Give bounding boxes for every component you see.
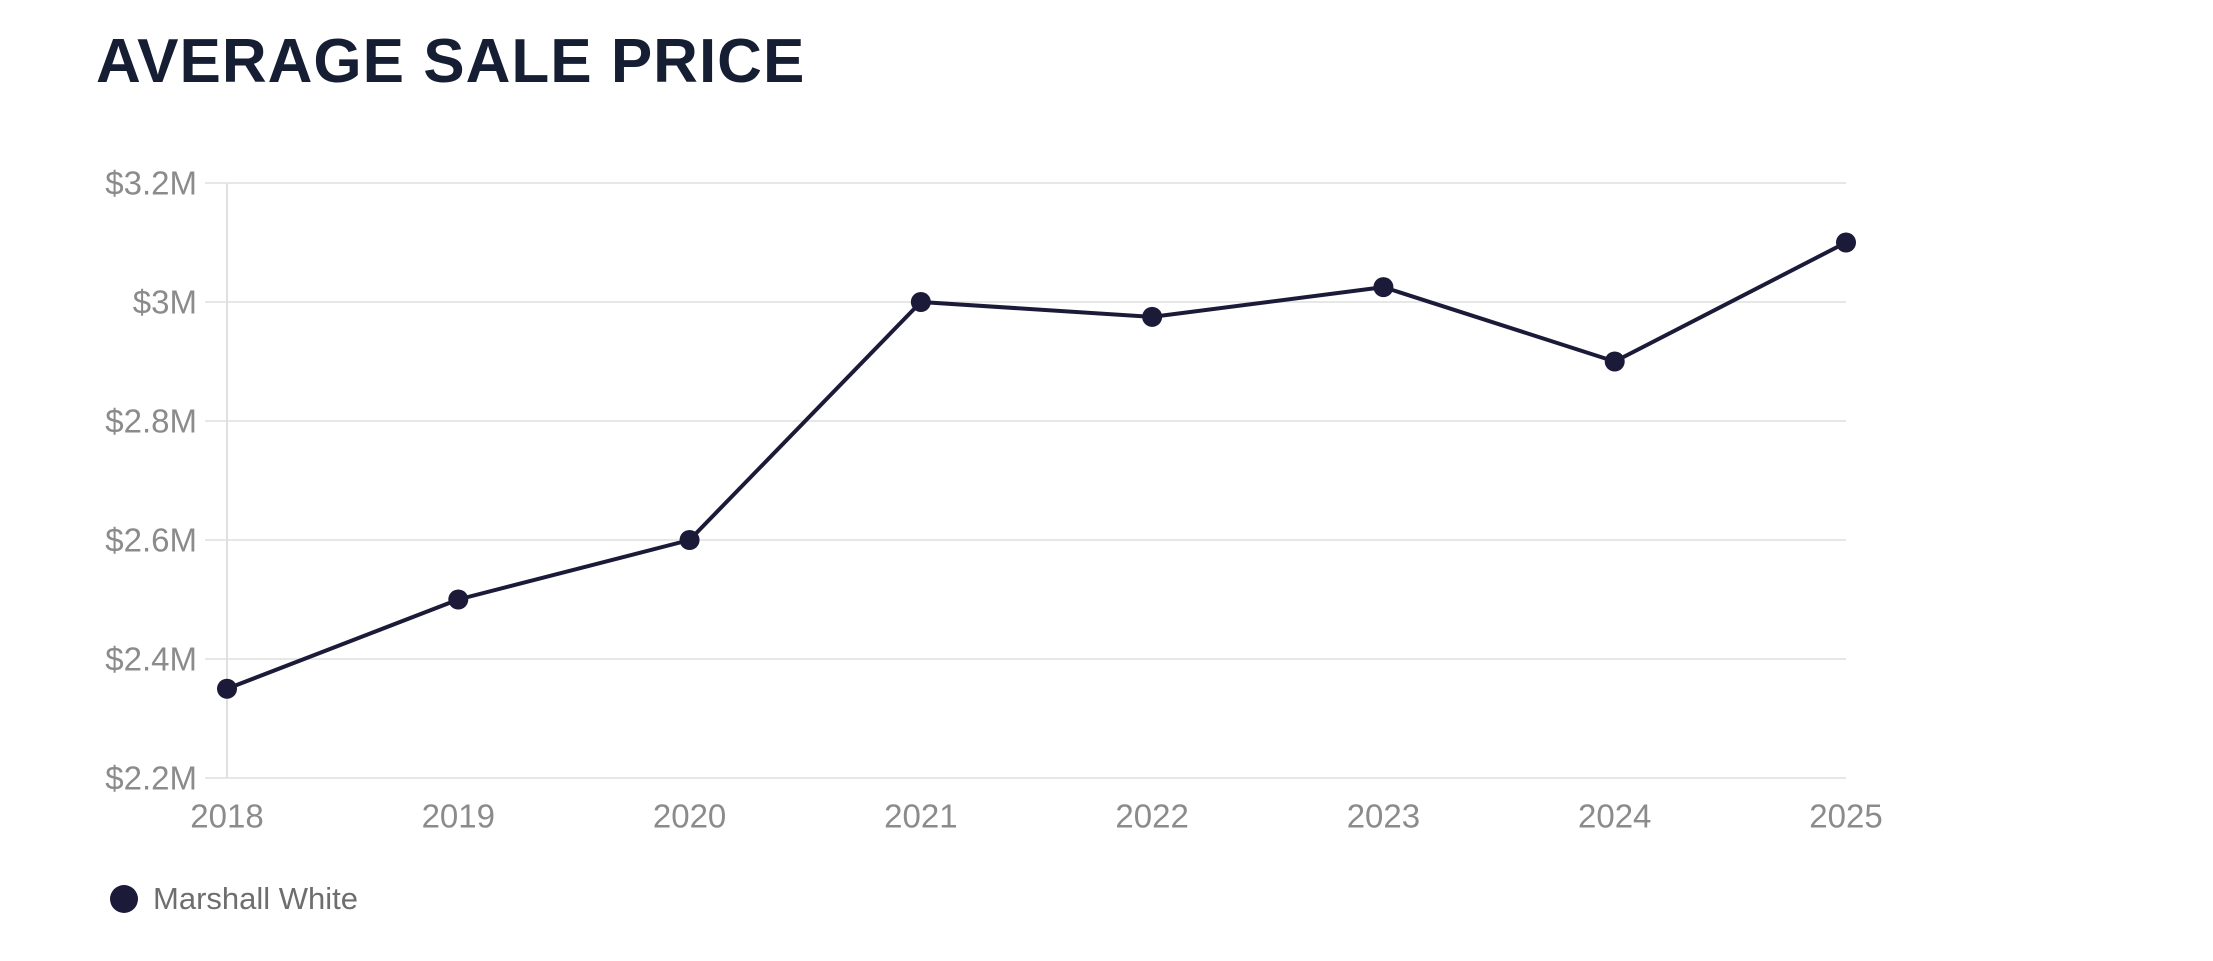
chart-title: AVERAGE SALE PRICE (96, 27, 806, 96)
legend-label: Marshall White (153, 881, 358, 916)
x-axis-labels-group: 2018 2019 2020 2021 2022 2023 2024 2025 (190, 798, 1882, 835)
y-tick-label: $2.2M (105, 760, 197, 797)
x-tick-label: 2019 (422, 798, 495, 835)
data-point (217, 678, 237, 699)
x-tick-label: 2018 (190, 798, 263, 835)
x-tick-label: 2022 (1115, 798, 1188, 835)
chart-legend: Marshall White (110, 883, 358, 914)
x-tick-label: 2025 (1809, 798, 1882, 835)
trend-line (225, 240, 1848, 691)
legend-marker-icon (110, 884, 138, 913)
x-tick-label: 2021 (884, 798, 957, 835)
y-tick-label: $3M (133, 284, 197, 321)
x-tick-label: 2023 (1347, 798, 1420, 835)
data-point (1373, 277, 1394, 298)
data-point (679, 530, 700, 550)
data-point (1836, 232, 1856, 253)
x-tick-label: 2020 (653, 798, 726, 835)
data-point (448, 589, 469, 610)
y-tick-label: $2.6M (105, 522, 197, 559)
gridlines-group (205, 182, 1846, 779)
y-axis-labels-group: $2.2M $2.4M $2.6M $2.8M $3M $3.2M (105, 165, 197, 797)
y-tick-label: $3.2M (105, 165, 197, 202)
y-tick-label: $2.8M (105, 403, 197, 440)
data-point (1604, 351, 1625, 372)
y-tick-label: $2.4M (105, 641, 197, 678)
data-point (1142, 306, 1163, 327)
x-tick-label: 2024 (1578, 798, 1651, 835)
series-group (217, 232, 1856, 699)
data-point (910, 292, 931, 312)
